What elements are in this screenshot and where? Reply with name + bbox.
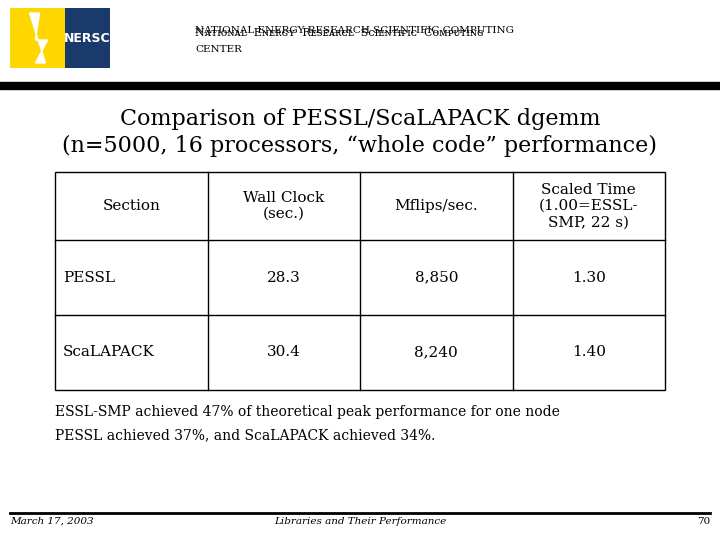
Text: Libraries and Their Performance: Libraries and Their Performance [274, 517, 446, 526]
Text: Mflips/sec.: Mflips/sec. [395, 199, 478, 213]
Text: 30.4: 30.4 [267, 346, 301, 360]
Text: Section: Section [102, 199, 160, 213]
Text: 28.3: 28.3 [267, 271, 301, 285]
Bar [55, 172, 665, 390]
Text: 70: 70 [697, 517, 710, 526]
Text: 8,850: 8,850 [415, 271, 458, 285]
Text: ScaLAPACK: ScaLAPACK [63, 346, 155, 360]
Text: Wall Clock
(sec.): Wall Clock (sec.) [243, 191, 325, 221]
Text: 1.40: 1.40 [572, 346, 606, 360]
Text: (n=5000, 16 processors, “whole code” performance): (n=5000, 16 processors, “whole code” per… [63, 135, 657, 157]
Text: Comparison of PESSL/ScaLAPACK dgemm: Comparison of PESSL/ScaLAPACK dgemm [120, 108, 600, 130]
FancyBboxPatch shape [65, 8, 110, 68]
Text: PESSL achieved 37%, and ScaLAPACK achieved 34%.: PESSL achieved 37%, and ScaLAPACK achiev… [55, 428, 436, 442]
Text: NERSC: NERSC [64, 31, 111, 44]
Text: Scaled Time
(1.00=ESSL-
SMP, 22 s): Scaled Time (1.00=ESSL- SMP, 22 s) [539, 183, 639, 229]
Text: CENTER: CENTER [195, 45, 242, 54]
Text: 1.30: 1.30 [572, 271, 606, 285]
Text: March 17, 2003: March 17, 2003 [10, 517, 94, 526]
Bar [55, 172, 665, 390]
Text: ESSL-SMP achieved 47% of theoretical peak performance for one node: ESSL-SMP achieved 47% of theoretical pea… [55, 405, 560, 419]
FancyBboxPatch shape [10, 8, 65, 68]
Text: 8,240: 8,240 [415, 346, 458, 360]
Text: NATIONAL ENERGY RESEARCH SCIENTIFIC COMPUTING: NATIONAL ENERGY RESEARCH SCIENTIFIC COMP… [195, 26, 514, 35]
Text: Nᴀᴛɪᴏɴᴀʟ  Eɴᴇʀɢʏ  Rᴇѕᴇᴀʀᴄʟ  Sᴄɪᴇɴᴛɪғɪᴄ  Cᴏᴍᴘᴜᴛɪɴɢ: Nᴀᴛɪᴏɴᴀʟ Eɴᴇʀɢʏ Rᴇѕᴇᴀʀᴄʟ Sᴄɪᴇɴᴛɪғɪᴄ Cᴏᴍᴘ… [195, 28, 483, 38]
Polygon shape [30, 13, 48, 63]
Text: PESSL: PESSL [63, 271, 115, 285]
